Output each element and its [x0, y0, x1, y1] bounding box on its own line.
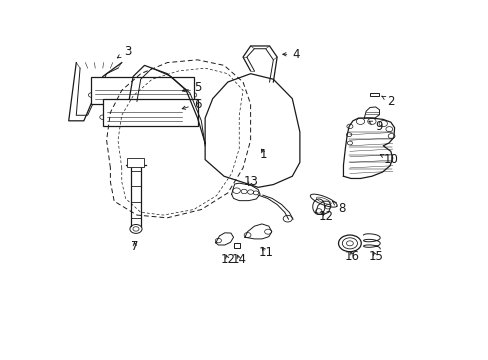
Text: 12: 12 — [318, 210, 333, 223]
Text: 8: 8 — [332, 202, 345, 215]
FancyBboxPatch shape — [102, 99, 197, 126]
FancyBboxPatch shape — [369, 93, 378, 96]
Text: 1: 1 — [260, 148, 267, 161]
Text: 13: 13 — [243, 175, 258, 188]
Text: 5: 5 — [182, 81, 201, 94]
FancyBboxPatch shape — [127, 158, 144, 167]
Text: 16: 16 — [344, 250, 359, 263]
FancyBboxPatch shape — [91, 77, 193, 104]
Text: 3: 3 — [117, 45, 131, 58]
Text: 2: 2 — [381, 95, 394, 108]
FancyBboxPatch shape — [233, 243, 240, 248]
Text: 14: 14 — [231, 253, 246, 266]
Text: 6: 6 — [182, 98, 201, 111]
Text: 15: 15 — [367, 250, 382, 263]
Text: 11: 11 — [258, 246, 273, 259]
Text: 10: 10 — [380, 153, 397, 166]
Text: 7: 7 — [131, 240, 139, 253]
Text: 9: 9 — [368, 120, 383, 133]
Text: 4: 4 — [282, 48, 299, 61]
Text: 12: 12 — [220, 253, 235, 266]
